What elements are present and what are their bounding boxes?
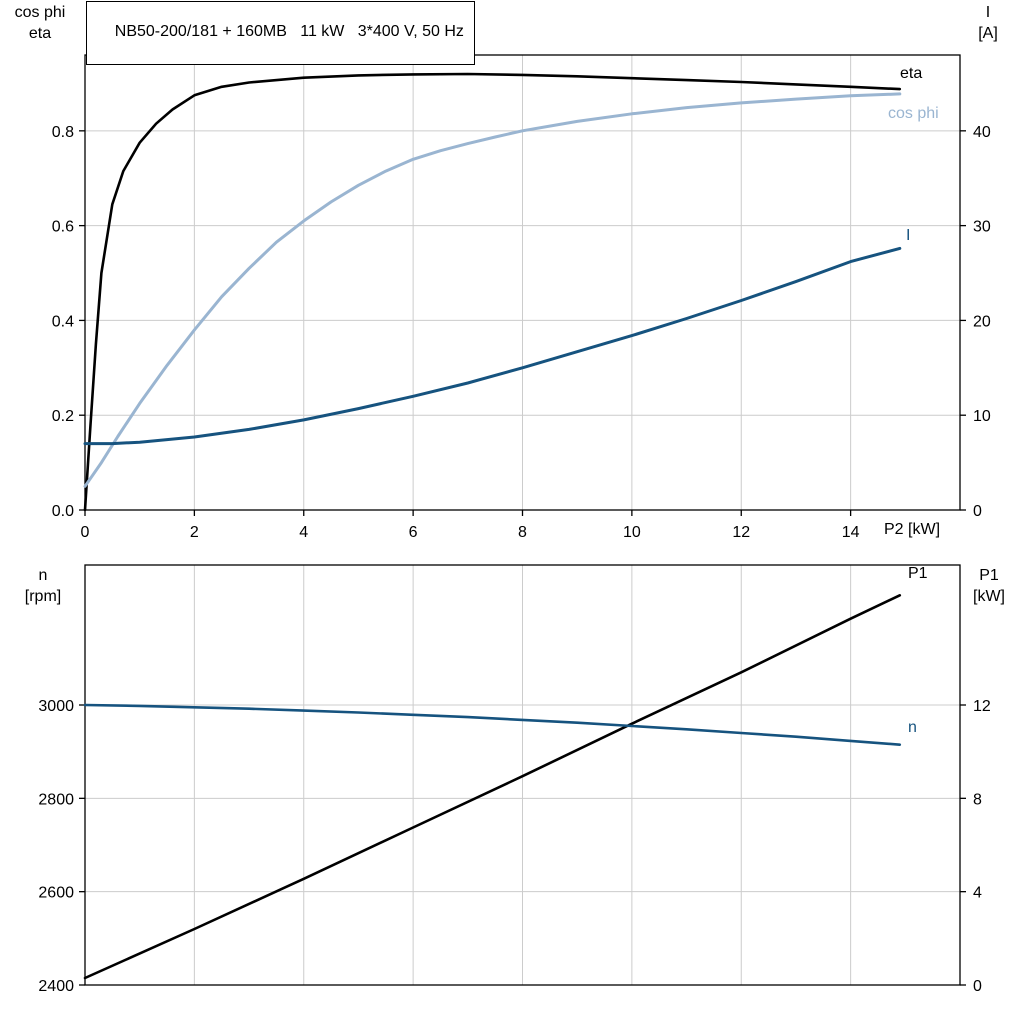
right-axis-unit-kw: [kW]	[973, 588, 1005, 605]
svg-text:2400: 2400	[38, 978, 74, 995]
svg-text:8: 8	[518, 524, 527, 541]
svg-text:2800: 2800	[38, 791, 74, 808]
left-axis-label-speed: n	[38, 567, 48, 584]
svg-text:2600: 2600	[38, 885, 74, 902]
curve-label-cosphi: cos phi	[888, 105, 939, 122]
curve-label-current: I	[906, 227, 911, 244]
curve-label-speed: n	[908, 719, 917, 736]
chart-title: NB50-200/181 + 160MB 11 kW 3*400 V, 50 H…	[114, 23, 464, 40]
right-axis-unit-ampere: [A]	[978, 25, 998, 42]
svg-text:14: 14	[842, 524, 860, 541]
svg-text:20: 20	[973, 313, 991, 330]
svg-text:4: 4	[299, 524, 308, 541]
curve-label-p1: P1	[908, 565, 928, 582]
svg-text:8: 8	[973, 791, 982, 808]
svg-text:2: 2	[190, 524, 199, 541]
svg-text:10: 10	[973, 408, 991, 425]
svg-text:0.2: 0.2	[52, 408, 74, 425]
svg-text:0.0: 0.0	[52, 503, 74, 520]
svg-text:3000: 3000	[38, 698, 74, 715]
right-axis-label-current: I	[985, 4, 991, 21]
left-axis-unit-rpm: [rpm]	[24, 588, 62, 605]
svg-text:0.6: 0.6	[52, 219, 74, 236]
svg-text:0: 0	[973, 503, 982, 520]
left-axis-label-cosphi: cos phi	[14, 4, 66, 21]
svg-text:12: 12	[973, 698, 991, 715]
svg-text:4: 4	[973, 885, 982, 902]
svg-text:0: 0	[81, 524, 90, 541]
x-axis-label-p2: P2 [kW]	[884, 521, 941, 538]
svg-text:0.8: 0.8	[52, 124, 74, 141]
curve-label-eta: eta	[900, 65, 923, 82]
svg-text:0.4: 0.4	[52, 313, 74, 330]
chart-title-box: NB50-200/181 + 160MB 11 kW 3*400 V, 50 H…	[86, 1, 475, 65]
svg-text:10: 10	[623, 524, 641, 541]
svg-text:6: 6	[409, 524, 418, 541]
svg-text:30: 30	[973, 219, 991, 236]
right-axis-label-p1: P1	[979, 567, 999, 584]
svg-text:0: 0	[973, 978, 982, 995]
svg-text:12: 12	[732, 524, 750, 541]
left-axis-label-eta: eta	[28, 25, 52, 42]
svg-text:40: 40	[973, 124, 991, 141]
